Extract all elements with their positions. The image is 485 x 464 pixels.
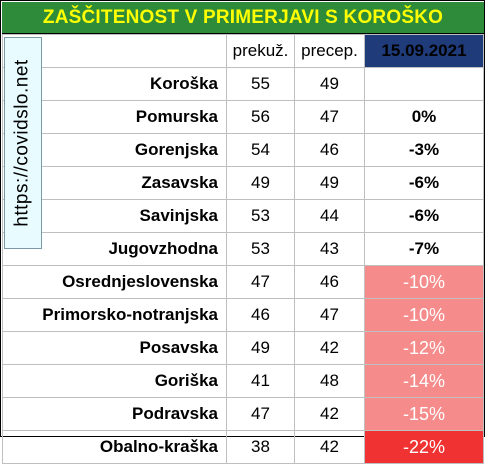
precep-value: 42 (294, 430, 365, 464)
prekuz-value: 53 (226, 199, 295, 233)
diff-value: -10% (364, 265, 484, 299)
diff-value: -3% (364, 133, 484, 167)
diff-value: -7% (364, 232, 484, 266)
region-name: Jugovzhodna (2, 232, 227, 266)
header-precep: precep. (294, 34, 365, 68)
prekuz-value: 38 (226, 430, 295, 464)
precep-value: 49 (294, 166, 365, 200)
diff-value: -12% (364, 331, 484, 365)
watermark-badge: https://covidslo.net (4, 37, 42, 249)
diff-value: -10% (364, 298, 484, 332)
diff-value: -6% (364, 166, 484, 200)
region-name: Podravska (2, 397, 227, 431)
table-row: Jugovzhodna 53 43 -7% (2, 232, 484, 266)
prekuz-value: 55 (226, 67, 295, 101)
page-title: ZAŠČITENOST V PRIMERJAVI S KOROŠKO (2, 2, 484, 34)
table-body: Koroška 55 49 Pomurska 56 47 0% Gorenjska 54 46 -3… (2, 67, 484, 464)
region-name: Obalno-kraška (2, 430, 227, 464)
precep-value: 44 (294, 199, 365, 233)
precep-value: 49 (294, 67, 365, 101)
diff-value: -14% (364, 364, 484, 398)
header-row: prekuž. precep. 15.09.2021 (2, 34, 484, 68)
diff-value (364, 67, 484, 101)
prekuz-value: 54 (226, 133, 295, 167)
diff-value: -6% (364, 199, 484, 233)
table-row: Primorsko-notranjska 46 47 -10% (2, 298, 484, 332)
precep-value: 42 (294, 397, 365, 431)
data-table: prekuž. precep. 15.09.2021 Koroška 55 49 Po… (2, 34, 484, 464)
prekuz-value: 49 (226, 331, 295, 365)
precep-value: 47 (294, 100, 365, 134)
prekuz-value: 46 (226, 298, 295, 332)
region-name: Goriška (2, 364, 227, 398)
header-date: 15.09.2021 (364, 34, 484, 68)
diff-value: 0% (364, 100, 484, 134)
table-row: Koroška 55 49 (2, 67, 484, 101)
table-row: Osrednjeslovenska 47 46 -10% (2, 265, 484, 299)
precep-value: 46 (294, 133, 365, 167)
precep-value: 48 (294, 364, 365, 398)
diff-value: -15% (364, 397, 484, 431)
table-row: Goriška 41 48 -14% (2, 364, 484, 398)
watermark-text: https://covidslo.net (12, 59, 33, 227)
region-name: Osrednjeslovenska (2, 265, 227, 299)
prekuz-value: 47 (226, 265, 295, 299)
precep-value: 46 (294, 265, 365, 299)
region-name: Primorsko-notranjska (2, 298, 227, 332)
header-prekuz: prekuž. (226, 34, 295, 68)
precep-value: 43 (294, 232, 365, 266)
precep-value: 47 (294, 298, 365, 332)
table-row: Obalno-kraška 38 42 -22% (2, 430, 484, 464)
table-row: Savinjska 53 44 -6% (2, 199, 484, 233)
table-row: Gorenjska 54 46 -3% (2, 133, 484, 167)
prekuz-value: 56 (226, 100, 295, 134)
region-name: Posavska (2, 331, 227, 365)
table-row: Posavska 49 42 -12% (2, 331, 484, 365)
precep-value: 42 (294, 331, 365, 365)
prekuz-value: 41 (226, 364, 295, 398)
table-row: Pomurska 56 47 0% (2, 100, 484, 134)
table-row: Podravska 47 42 -15% (2, 397, 484, 431)
diff-value: -22% (364, 430, 484, 464)
prekuz-value: 53 (226, 232, 295, 266)
table-row: Zasavska 49 49 -6% (2, 166, 484, 200)
prekuz-value: 47 (226, 397, 295, 431)
prekuz-value: 49 (226, 166, 295, 200)
